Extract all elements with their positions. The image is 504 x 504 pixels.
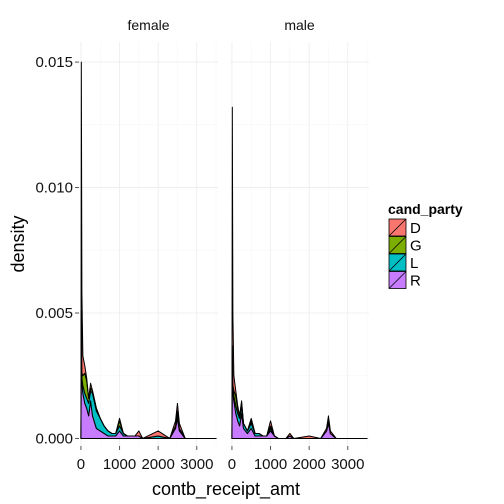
legend-label: D xyxy=(410,220,421,237)
facet-label: male xyxy=(284,17,315,33)
facet-panel-female: female 0 1000 2000 3000 xyxy=(77,17,218,473)
x-tick-label: 3000 xyxy=(331,456,364,473)
grid xyxy=(230,42,369,446)
legend-key-stroke xyxy=(388,271,407,289)
density-area-d xyxy=(231,106,368,439)
legend-item-g: G xyxy=(388,236,422,255)
y-tick-label: 0.015 xyxy=(35,54,73,71)
legend-label: L xyxy=(410,255,418,272)
x-tick-label: 0 xyxy=(77,456,85,473)
x-tick-label: 2000 xyxy=(292,456,325,473)
y-tick-label: 0.010 xyxy=(35,180,73,197)
x-tick-label: 3000 xyxy=(180,456,213,473)
x-tick-label: 1000 xyxy=(254,456,287,473)
grid xyxy=(79,42,218,446)
y-axis-title: density xyxy=(8,215,28,272)
legend-item-d: D xyxy=(388,218,421,237)
legend-item-r: R xyxy=(388,271,421,290)
x-tick-label: 0 xyxy=(228,456,236,473)
facet-panel-male: male 0 1000 2000 3000 xyxy=(228,17,369,473)
legend-key-stroke xyxy=(388,236,407,254)
y-tick-label: 0.005 xyxy=(35,305,73,322)
x-tick-label: 2000 xyxy=(141,456,174,473)
x-axis-title: contb_receipt_amt xyxy=(152,479,300,500)
legend-key-stroke xyxy=(388,218,407,237)
legend-title: cand_party xyxy=(388,201,463,217)
legend-item-l: L xyxy=(388,253,418,272)
legend-label: R xyxy=(410,273,421,290)
facet-label: female xyxy=(127,17,169,33)
legend-key-stroke xyxy=(388,253,407,272)
x-tick-label: 1000 xyxy=(103,456,136,473)
density-area-d xyxy=(80,61,217,439)
y-tick-label: 0.000 xyxy=(35,430,73,447)
legend-label: G xyxy=(410,238,422,255)
